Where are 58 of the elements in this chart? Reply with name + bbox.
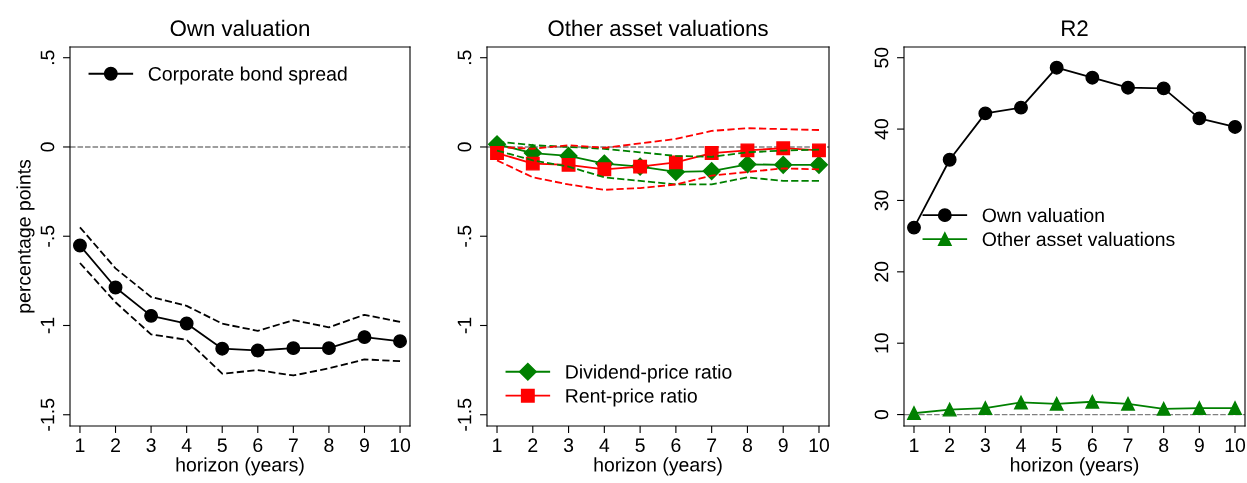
x-tick-label: 9: [1194, 438, 1204, 453]
chart-title: R2: [1062, 20, 1088, 36]
y-axis-title: percentage points: [16, 159, 35, 313]
x-tick-label: 6: [253, 438, 263, 453]
x-tick-label: 10: [1225, 438, 1246, 453]
x-axis-title: horizon (years): [594, 457, 722, 476]
x-tick-label: 1: [910, 438, 919, 452]
x-axis-title: horizon (years): [176, 457, 304, 476]
chart-title: Own valuation: [170, 19, 309, 37]
x-tick-label: 10: [390, 438, 411, 453]
x-tick-label: 10: [809, 438, 830, 453]
y-tick-label: 0: [874, 409, 889, 420]
chart-title: Other asset valuations: [548, 19, 768, 37]
x-tick-label: 9: [778, 438, 788, 453]
y-tick-label: -.5: [40, 225, 55, 247]
x-tick-label: 3: [563, 438, 574, 453]
x-tick-label: 8: [1159, 438, 1169, 453]
y-tick-label: 20: [874, 261, 889, 282]
y-tick-label: -1.5: [457, 398, 472, 431]
y-tick-label: -.5: [457, 225, 472, 247]
x-tick-label: 5: [635, 438, 645, 453]
legend-label: Other asset valuations: [982, 231, 1175, 247]
legend-label: Rent-price ratio: [566, 388, 697, 407]
x-tick-label: 5: [1052, 438, 1062, 453]
y-tick-label: 0: [457, 142, 472, 152]
x-tick-label: 7: [707, 438, 717, 452]
x-tick-label: 3: [980, 438, 990, 453]
x-tick-label: 2: [528, 438, 538, 452]
x-tick-label: 3: [146, 438, 156, 453]
y-tick-label: -1: [40, 317, 55, 334]
x-tick-label: 1: [76, 438, 85, 452]
x-tick-label: 6: [671, 438, 681, 453]
x-tick-label: 7: [1123, 438, 1133, 452]
y-tick-label: 40: [874, 119, 889, 140]
y-tick-label: -1.5: [40, 398, 55, 431]
x-tick-label: 4: [181, 438, 192, 452]
y-tick-label: -1: [457, 317, 472, 334]
y-tick-label: 0: [40, 142, 55, 152]
y-tick-label: 10: [874, 333, 889, 353]
x-tick-label: 4: [1016, 438, 1026, 452]
x-tick-label: 8: [742, 438, 752, 453]
legend-label: Dividend-price ratio: [566, 364, 732, 383]
x-tick-label: 7: [288, 438, 298, 452]
x-tick-label: 4: [599, 438, 610, 452]
legend-label: Corporate bond spread: [148, 66, 347, 85]
x-tick-label: 8: [324, 438, 334, 453]
y-tick-label: 50: [874, 47, 889, 68]
x-tick-label: 2: [111, 438, 120, 452]
x-tick-label: 5: [217, 438, 227, 453]
legend-label: Own valuation: [982, 207, 1104, 223]
x-tick-label: 6: [1087, 438, 1097, 453]
y-tick-label: .5: [457, 50, 472, 65]
y-tick-label: 30: [874, 190, 889, 211]
x-axis-title: horizon (years): [1011, 457, 1139, 476]
x-tick-label: 2: [945, 438, 955, 452]
x-tick-label: 9: [359, 438, 369, 453]
y-tick-label: .5: [40, 50, 55, 65]
x-tick-label: 1: [493, 438, 502, 452]
